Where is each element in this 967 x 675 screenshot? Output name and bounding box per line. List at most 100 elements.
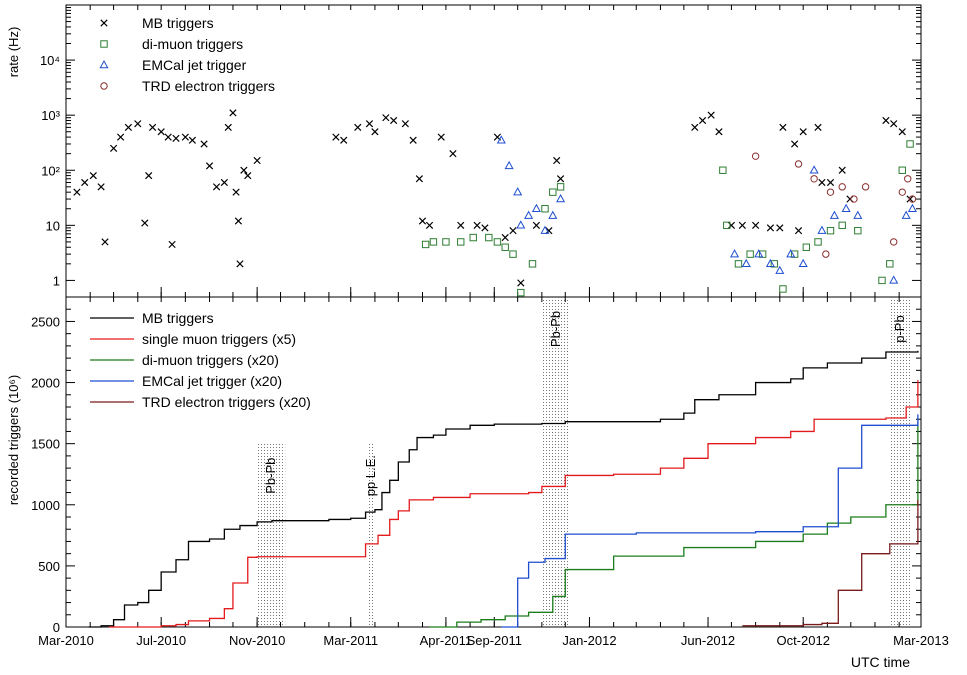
mb-trigger-point	[691, 123, 699, 132]
recorded-series-line	[501, 414, 919, 628]
rate-y-tick-label: 1	[53, 273, 60, 288]
recorded-legend-entry: di-muon triggers (x20)	[142, 352, 279, 368]
x-tick-label: Jan-2012	[562, 633, 616, 648]
mb-trigger-point	[172, 134, 180, 142]
trd-trigger-point	[904, 175, 912, 183]
recorded-series-line	[88, 350, 919, 628]
recorded-panel-frame	[65, 296, 922, 628]
emcal-trigger-point	[730, 249, 740, 258]
mb-trigger-point	[509, 227, 517, 235]
mb-trigger-point	[898, 128, 906, 136]
dimuon-trigger-point	[746, 250, 754, 258]
dimuon-trigger-point	[719, 166, 727, 174]
mb-trigger-point	[340, 136, 348, 144]
rate-y-tick-label: 10²	[41, 163, 60, 178]
period-band	[367, 443, 375, 627]
rate-y-axis-title: rate (Hz)	[6, 27, 21, 78]
period-band	[257, 443, 286, 627]
dimuon-trigger-point	[854, 226, 862, 235]
recorded-legend-entry: single muon triggers (x5)	[142, 331, 296, 347]
mb-trigger-point	[134, 120, 142, 128]
emcal-trigger-point	[809, 165, 819, 174]
dimuon-trigger-point	[485, 233, 493, 242]
dimuon-trigger-point	[779, 285, 787, 293]
mb-trigger-point	[401, 120, 409, 128]
trd-trigger-point	[850, 195, 858, 203]
emcal-trigger-point	[513, 187, 523, 196]
mb-trigger-point	[224, 123, 232, 132]
period-band	[889, 297, 911, 627]
mb-trigger-point	[124, 123, 133, 132]
x-tick-label: Apr-2011	[420, 633, 473, 648]
mb-trigger-point	[481, 224, 489, 232]
mb-trigger-point	[390, 116, 398, 125]
mb-trigger-point	[212, 183, 221, 191]
mb-trigger-point	[779, 123, 787, 132]
x-tick-label: Mar-2010	[38, 633, 94, 648]
mb-trigger-point	[236, 260, 244, 268]
mb-trigger-point	[81, 178, 89, 187]
mb-trigger-point	[234, 217, 243, 225]
mb-trigger-point	[73, 188, 81, 196]
emcal-trigger-point	[829, 210, 839, 219]
dimuon-trigger-point	[826, 226, 835, 235]
emcal-trigger-point	[817, 225, 827, 234]
emcal-trigger-point	[901, 210, 911, 219]
trd-trigger-point	[908, 195, 917, 203]
dimuon-trigger-point	[469, 233, 477, 242]
emcal-trigger-point	[496, 135, 506, 144]
dimuon-trigger-point	[556, 183, 565, 191]
mb-trigger-point	[532, 221, 541, 229]
mb-trigger-point	[715, 128, 723, 136]
dimuon-trigger-point	[421, 240, 430, 249]
emcal-trigger-point	[798, 258, 808, 268]
dimuon-trigger-point	[549, 188, 557, 196]
x-tick-label: Mar-2011	[323, 633, 378, 648]
period-band-label: Pb-Pb	[548, 311, 563, 347]
mb-trigger-point	[473, 221, 481, 229]
mb-trigger-point	[738, 221, 746, 229]
emcal-trigger-point	[754, 249, 764, 258]
dimuon-trigger-point	[528, 260, 537, 268]
emcal-trigger-point	[556, 194, 566, 203]
dimuon-trigger-point	[802, 243, 811, 251]
mb-trigger-point	[148, 123, 157, 132]
dimuon-trigger-point	[898, 166, 906, 174]
trd-trigger-point	[751, 152, 760, 160]
mb-trigger-point	[332, 133, 340, 141]
period-band-label: Pb-Pb	[263, 458, 278, 494]
dimuon-trigger-point	[541, 205, 549, 213]
emcal-trigger-point	[841, 203, 851, 212]
recorded-triggers-panel: Pb-Pb pp L.E. Pb-Pb p-Pb 0 500 1000 1500 2000 250…	[6, 296, 949, 648]
emcal-trigger-point	[741, 258, 751, 268]
mb-trigger-point	[418, 217, 427, 225]
mb-trigger-point	[181, 133, 189, 141]
mb-trigger-point	[354, 123, 362, 132]
mb-trigger-point	[449, 150, 457, 158]
count-y-axis-title: recorded triggers (10⁶)	[6, 375, 21, 505]
emcal-trigger-point	[524, 210, 534, 219]
emcal-trigger-point	[853, 210, 863, 219]
mb-trigger-point	[168, 240, 176, 249]
mb-trigger-point	[244, 171, 252, 180]
mb-trigger-point	[517, 279, 525, 287]
mb-trigger-point	[776, 224, 784, 232]
mb-trigger-point	[556, 175, 565, 183]
mb-trigger-point	[371, 128, 379, 136]
emcal-trigger-point	[540, 225, 550, 234]
emcal-trigger-point	[504, 160, 514, 170]
dimuon-trigger-point	[814, 238, 822, 246]
mb-trigger-point	[116, 133, 125, 141]
mb-trigger-point	[437, 133, 445, 141]
mb-trigger-point	[100, 19, 108, 27]
dimuon-trigger-point	[429, 238, 438, 246]
emcal-trigger-point	[99, 59, 109, 69]
mb-trigger-point	[425, 221, 434, 229]
mb-trigger-point	[826, 178, 835, 187]
trd-trigger-point	[810, 175, 818, 183]
mb-trigger-point	[229, 109, 237, 117]
mb-trigger-point	[727, 221, 736, 229]
dimuon-trigger-point	[517, 288, 525, 297]
recorded-legend-entry: EMCal jet trigger (x20)	[142, 373, 282, 389]
